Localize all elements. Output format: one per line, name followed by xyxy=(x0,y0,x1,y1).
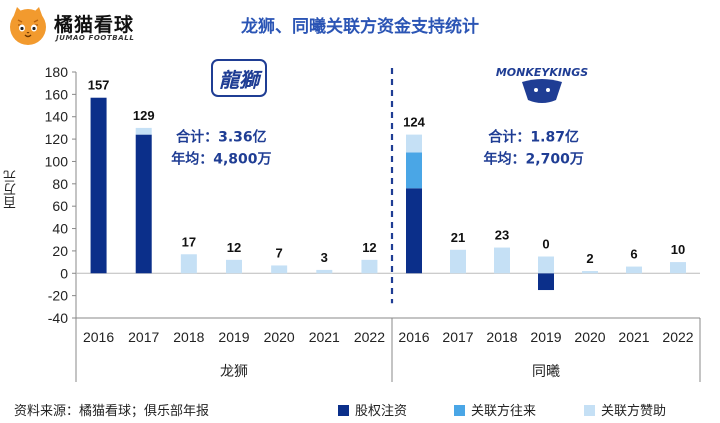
x-tick-label: 2022 xyxy=(354,329,385,345)
x-tick-label: 2019 xyxy=(218,329,249,345)
summary-average: 年均：2,700万 xyxy=(484,151,584,168)
data-label: 0 xyxy=(542,237,549,252)
y-tick-label: 0 xyxy=(60,265,68,281)
y-tick-label: 140 xyxy=(45,109,69,125)
legend-label-equity: 股权注资 xyxy=(355,404,408,419)
monkey-kings-logo-eye-icon xyxy=(534,88,538,92)
x-tick-label: 2018 xyxy=(173,329,204,345)
data-label: 12 xyxy=(227,240,241,255)
y-tick-label: 120 xyxy=(45,131,69,147)
bar-related-sponsor xyxy=(582,271,598,274)
data-label: 2 xyxy=(586,251,593,266)
bar-equity xyxy=(538,273,554,291)
x-tick-label: 2022 xyxy=(662,329,693,345)
legend-label-related-transfer: 关联方往来 xyxy=(471,404,537,419)
bar-related-sponsor xyxy=(316,269,333,274)
dragon-lions-logo-icon xyxy=(211,59,267,97)
bar-related-sponsor xyxy=(406,134,422,153)
y-tick-label: 100 xyxy=(45,153,69,169)
y-tick-label: 160 xyxy=(45,86,69,102)
summary-total: 合计：1.87亿 xyxy=(488,128,579,145)
x-tick-label: 2019 xyxy=(530,329,561,345)
y-tick-label: 20 xyxy=(52,243,68,259)
x-tick-label: 2016 xyxy=(398,329,429,345)
chart-title: 龙狮、同曦关联方资金支持统计 xyxy=(241,17,479,37)
y-tick-label: -40 xyxy=(48,310,68,326)
bar-related-sponsor xyxy=(180,254,197,274)
y-tick-label: 80 xyxy=(52,176,68,192)
data-label: 17 xyxy=(182,234,196,249)
legend-item-related-sponsor: 关联方赞助 xyxy=(584,400,666,419)
x-tick-label: 2017 xyxy=(442,329,473,345)
legend-item-equity: 股权注资 xyxy=(338,400,407,419)
data-label: 129 xyxy=(133,108,155,123)
monkey-kings-logo-eye-icon xyxy=(546,88,550,92)
header: 橘猫看球 JUMAO FOOTBALL 龙狮、同曦关联方资金支持统计 xyxy=(0,0,720,52)
monkey-kings-logo-text: MONKEYKINGS xyxy=(496,66,588,79)
x-tick-label: 2021 xyxy=(309,329,340,345)
brand-logo: 橘猫看球 JUMAO FOOTBALL xyxy=(8,6,208,48)
y-tick-label: 60 xyxy=(52,198,68,214)
x-tick-label: 2018 xyxy=(486,329,517,345)
bar-related-sponsor xyxy=(135,127,152,135)
bar-chart: -40-200204060801001201401601801572016129… xyxy=(45,59,701,382)
y-tick-label: 180 xyxy=(45,64,69,80)
group-label: 同曦 xyxy=(532,364,560,380)
bar-equity xyxy=(406,188,422,274)
cat-logo-icon xyxy=(10,7,46,45)
data-label: 21 xyxy=(451,230,465,245)
bar-related-sponsor xyxy=(670,262,686,274)
bar-related-sponsor xyxy=(538,256,554,274)
x-tick-label: 2017 xyxy=(128,329,159,345)
legend-swatch-related-transfer xyxy=(454,405,465,416)
legend-label-related-sponsor: 关联方赞助 xyxy=(601,404,667,419)
y-tick-label: -20 xyxy=(48,288,68,304)
footer: 资料来源：橘猫看球；俱乐部年报 股权注资 关联方往来 关联方赞助 xyxy=(0,396,720,420)
bar-equity xyxy=(135,134,152,274)
summary-average: 年均：4,800万 xyxy=(171,151,271,168)
x-tick-label: 2020 xyxy=(574,329,605,345)
x-tick-label: 2020 xyxy=(264,329,295,345)
bar-related-sponsor xyxy=(271,265,288,274)
dragon-lions-logo-text: 龍獅 xyxy=(219,68,263,92)
data-label: 157 xyxy=(88,78,110,93)
brand-subtitle: JUMAO FOOTBALL xyxy=(56,34,135,42)
data-label: 10 xyxy=(671,242,685,257)
legend-swatch-related-sponsor xyxy=(584,405,595,416)
bar-related-sponsor xyxy=(361,259,378,274)
data-label: 3 xyxy=(321,250,328,265)
bar-related-transfer xyxy=(406,152,422,189)
bar-related-sponsor xyxy=(626,266,642,274)
bar-related-sponsor xyxy=(226,259,242,274)
source-note: 资料来源：橘猫看球；俱乐部年报 xyxy=(14,404,210,419)
group-label: 龙狮 xyxy=(220,364,248,380)
y-tick-label: 40 xyxy=(52,221,68,237)
legend-swatch-equity xyxy=(338,405,349,416)
monkey-kings-logo-icon xyxy=(522,79,562,103)
x-tick-label: 2016 xyxy=(83,329,114,345)
bar-related-sponsor xyxy=(494,247,510,274)
data-label: 7 xyxy=(276,245,283,260)
brand-name: 橘猫看球 xyxy=(54,14,135,36)
data-label: 6 xyxy=(630,247,637,262)
x-tick-label: 2021 xyxy=(618,329,649,345)
bar-related-sponsor xyxy=(450,249,466,274)
legend-item-related-transfer: 关联方往来 xyxy=(454,400,536,419)
bar-equity xyxy=(90,97,107,274)
summary-total: 合计：3.36亿 xyxy=(176,128,267,145)
data-label: 12 xyxy=(362,240,376,255)
data-label: 124 xyxy=(403,115,425,130)
data-label: 23 xyxy=(495,228,509,243)
